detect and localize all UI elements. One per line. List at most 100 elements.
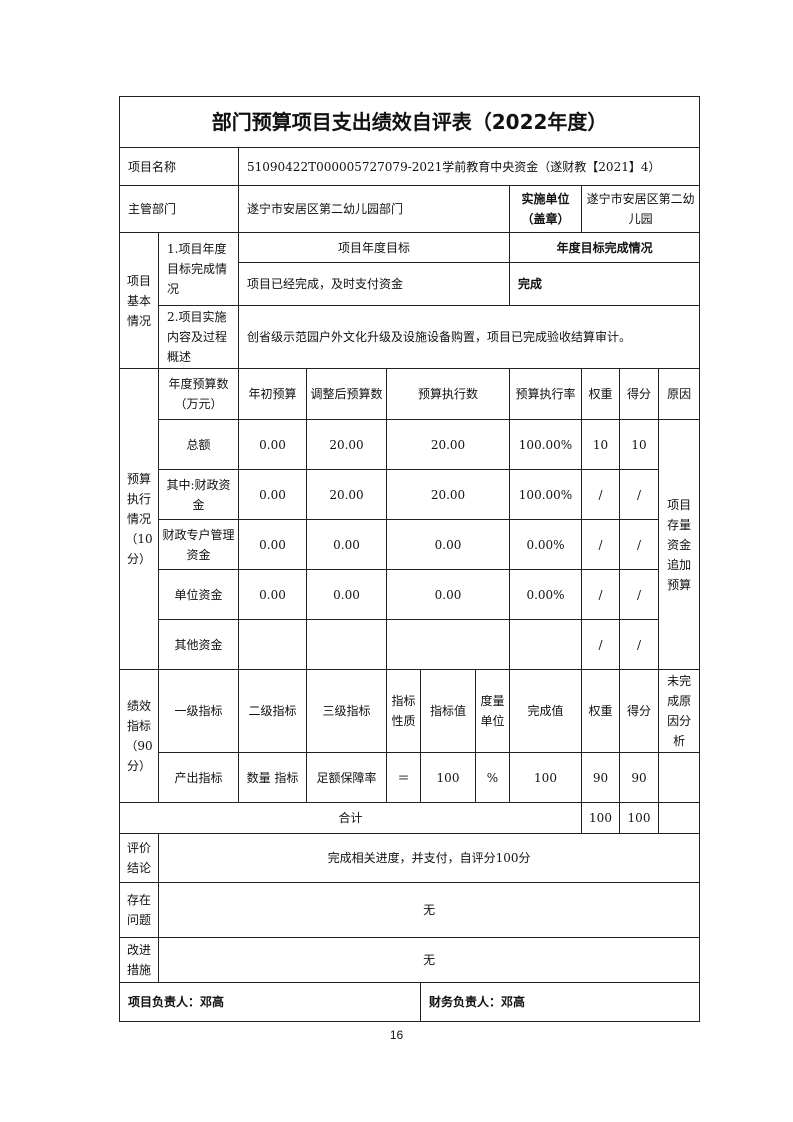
cell [306, 619, 387, 670]
cell: / [619, 469, 659, 520]
cell: 10 [619, 419, 659, 470]
cell: 数量 指标 [238, 752, 307, 803]
cell: 0.00 [238, 519, 307, 570]
cell: 0.00% [509, 519, 582, 570]
budget-header: 预算执行数 [386, 368, 510, 420]
perf-header: 权重 [581, 669, 620, 753]
cell: 100.00% [509, 419, 582, 470]
done-header: 年度目标完成情况 [508, 232, 701, 263]
cell: 0.00 [306, 569, 387, 620]
cell: 20.00 [386, 419, 510, 470]
perf-header: 一级指标 [158, 669, 239, 753]
dept: 遂宁市安居区第二幼儿园部门 [238, 185, 510, 233]
total-label: 合计 [119, 802, 582, 834]
cell: 财政专户管理资金 [158, 519, 239, 570]
budget-label: 预算执行情况（10分） [119, 368, 159, 670]
cell: 90 [581, 752, 620, 803]
cell: 足额保障率 [306, 752, 387, 803]
cell [238, 619, 307, 670]
budget-row: 财政专户管理资金 0.00 0.00 0.00 0.00% / / [120, 519, 700, 570]
cell [657, 802, 701, 834]
cell: 10 [581, 419, 620, 470]
content: 创省级示范园户外文化升级及设施设备购置，项目已完成验收结算审计。 [237, 305, 701, 369]
cell: ＝ [386, 752, 421, 803]
cell: 20.00 [306, 469, 387, 520]
page-number: 16 [389, 1028, 404, 1042]
budget-header: 权重 [581, 368, 620, 420]
content-label: 2.项目实施内容及过程概述 [158, 305, 239, 369]
perf-header: 指标值 [420, 669, 476, 753]
budget-header: 得分 [619, 368, 659, 420]
performance-table: 部门预算项目支出绩效自评表（2022年度） 项目名称 51090422T00000… [118, 96, 701, 1022]
done: 完成 [508, 262, 701, 306]
budget-row: 其中:财政资金 0.00 20.00 20.00 100.00% / / [120, 469, 700, 520]
project-name-label: 项目名称 [119, 147, 239, 186]
cell: 0.00 [386, 519, 510, 570]
cell: 100.00% [509, 469, 582, 520]
cell: / [581, 569, 620, 620]
perf-header: 二级指标 [238, 669, 307, 753]
improve-label: 改进措施 [119, 937, 159, 983]
cell [657, 752, 701, 803]
cell: 其他资金 [158, 619, 239, 670]
cell [386, 619, 510, 670]
cell: / [619, 569, 659, 620]
dept-label: 主管部门 [119, 185, 239, 233]
perf-row: 产出指标 数量 指标 足额保障率＝ 100% 100 90 90 [120, 752, 701, 803]
perf-header: 得分 [619, 669, 659, 753]
cell: 0.00 [238, 469, 307, 520]
issues-text: 无 [157, 882, 701, 938]
issues-label: 存在问题 [119, 882, 159, 938]
budget-header: 调整后预算数 [306, 368, 387, 420]
cell: 0.00 [386, 569, 510, 620]
perf-header: 未完成原因分析 [657, 669, 701, 753]
total-weight: 100 [581, 802, 620, 834]
cell: 其中:财政资金 [158, 469, 239, 520]
project-owner: 项目负责人：邓高 [119, 982, 421, 1022]
budget-header: 年度预算数（万元） [158, 368, 239, 420]
impl: 遂宁市安居区第二幼儿园 [580, 185, 701, 233]
budget-header: 原因 [657, 368, 701, 420]
cell: / [619, 519, 659, 570]
cell: 单位资金 [158, 569, 239, 620]
cell: / [581, 519, 620, 570]
cell: 总额 [158, 419, 239, 470]
total-score: 100 [619, 802, 659, 834]
budget-reason: 项目存量资金追加预算 [657, 419, 701, 670]
cell: 0.00% [509, 569, 582, 620]
cell: 0.00 [238, 419, 307, 470]
cell: 20.00 [386, 469, 510, 520]
budget-header: 预算执行率 [509, 368, 582, 420]
page-title: 部门预算项目支出绩效自评表（2022年度） [118, 96, 701, 148]
impl-label: 实施单位（盖章） [509, 185, 582, 233]
cell: 100 [420, 752, 476, 803]
cell: / [581, 469, 620, 520]
cell: 产出指标 [158, 752, 239, 803]
improve-text: 无 [157, 937, 701, 983]
cell: 20.00 [306, 419, 387, 470]
cell: / [581, 619, 620, 670]
finance-owner: 财务负责人：邓高 [419, 982, 701, 1022]
cell [509, 619, 582, 670]
perf-header: 三级指标 [306, 669, 387, 753]
budget-header: 年初预算 [238, 368, 307, 420]
goal: 项目已经完成，及时支付资金 [238, 262, 510, 306]
perf-header: 度量单位 [475, 669, 510, 753]
project-name: 51090422T000005727079-2021学前教育中央资金（遂财教【2… [237, 147, 701, 186]
basic-label: 项目基本情况 [119, 232, 159, 369]
goal-header: 项目年度目标 [238, 232, 510, 263]
budget-row: 单位资金 0.00 0.00 0.00 0.00% / / [120, 569, 700, 620]
cell: % [475, 752, 510, 803]
goal-label: 1.项目年度目标完成情况 [158, 232, 239, 306]
budget-row: 总额 0.00 20.00 20.00 100.00% 10 10 项目存量资金追加预算 [120, 419, 701, 670]
cell: 0.00 [238, 569, 307, 620]
cell: 90 [619, 752, 659, 803]
cell: / [619, 619, 659, 670]
cell: 100 [509, 752, 582, 803]
eval-label: 评价结论 [119, 833, 159, 883]
eval-text: 完成相关进度，并支付，自评分100分 [157, 833, 701, 883]
perf-label: 绩效指标（90分） [119, 669, 159, 803]
perf-header: 指标性质 [386, 669, 421, 753]
perf-header: 完成值 [509, 669, 582, 753]
